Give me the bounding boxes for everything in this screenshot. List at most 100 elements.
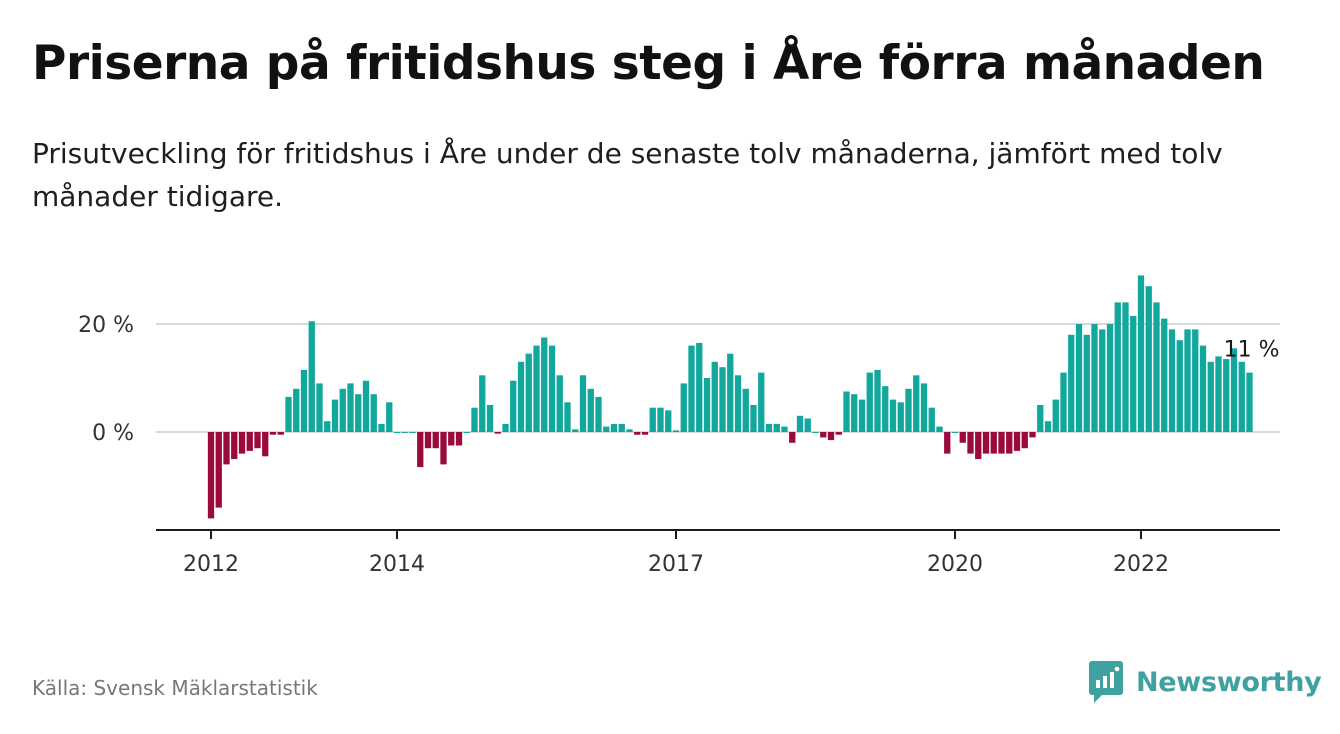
bar (641, 432, 649, 435)
brand-logo: Newsworthy (1088, 660, 1322, 704)
bar (610, 423, 618, 432)
bar (727, 353, 734, 432)
bar (231, 432, 238, 459)
bar (990, 432, 997, 454)
bar (1199, 345, 1207, 432)
bar (533, 345, 540, 432)
bar (1122, 302, 1129, 432)
bar (1246, 372, 1253, 432)
bar (882, 386, 889, 432)
bar-chart: 0 % 20 % 2012 2014 2017 2020 2022 11 % (78, 275, 1280, 577)
bar (494, 432, 501, 434)
bar (827, 432, 835, 441)
bar (1207, 361, 1214, 432)
bar (463, 432, 470, 433)
bar (548, 345, 556, 432)
bar (936, 426, 943, 432)
bar (510, 380, 517, 432)
bar (262, 432, 269, 457)
bar (998, 432, 1005, 454)
bar (339, 388, 346, 432)
bar (1238, 361, 1245, 432)
bar (579, 375, 587, 432)
bar (1230, 348, 1238, 432)
bar (711, 361, 718, 432)
bar (355, 394, 362, 432)
bar (750, 405, 757, 432)
y-tick-label: 20 % (78, 313, 134, 338)
bar (277, 432, 284, 435)
x-axis (156, 529, 1280, 539)
bar (1106, 324, 1114, 432)
bar (471, 407, 478, 432)
bar (347, 383, 354, 432)
bar (1013, 432, 1021, 451)
x-tick-label: 2014 (369, 552, 425, 577)
bar (634, 432, 641, 435)
bar (1083, 334, 1090, 432)
bar (486, 405, 494, 432)
bar (680, 383, 687, 432)
bar (215, 432, 222, 508)
bar (1223, 359, 1230, 432)
bar (479, 375, 486, 432)
bar (858, 399, 866, 432)
bar (541, 337, 548, 432)
bar (696, 342, 703, 432)
bar (572, 429, 579, 432)
bar (951, 432, 959, 433)
axis-labels: 0 % 20 % 2012 2014 2017 2020 2022 11 % (78, 313, 1279, 577)
bar (1075, 324, 1083, 432)
bar (804, 418, 811, 432)
bar (796, 415, 804, 432)
bar (455, 432, 463, 446)
bar (1091, 324, 1098, 432)
newsworthy-logo-icon (1089, 661, 1123, 703)
bar (1130, 315, 1137, 432)
bar (913, 375, 920, 432)
bar (889, 399, 897, 432)
bar (362, 380, 370, 432)
bar (386, 402, 393, 432)
chart-subtitle: Prisutveckling för fritidshus i Åre unde… (32, 137, 1223, 213)
bar (781, 426, 788, 432)
bar (595, 396, 602, 432)
bar (300, 369, 308, 432)
bar (944, 432, 951, 454)
bar (1052, 399, 1059, 432)
bar (789, 432, 796, 443)
bar (293, 388, 300, 432)
bar (959, 432, 966, 443)
bar (564, 402, 571, 432)
bar (967, 432, 974, 454)
bar (688, 345, 695, 432)
bar (1060, 372, 1067, 432)
bar (665, 410, 672, 432)
bar (424, 432, 432, 449)
bar (874, 369, 881, 432)
bar (525, 353, 532, 432)
bar (1114, 302, 1121, 432)
bar (649, 407, 656, 432)
bar (905, 388, 912, 432)
bar (975, 432, 982, 459)
bar (223, 432, 230, 465)
bar (587, 388, 594, 432)
bar (269, 432, 277, 435)
bar (897, 402, 904, 432)
bar (812, 432, 819, 433)
bar (1068, 334, 1075, 432)
bar (765, 423, 773, 432)
bar (1021, 432, 1028, 449)
bar (773, 423, 780, 432)
bar (1161, 318, 1168, 432)
bar (1037, 405, 1044, 432)
bar (742, 388, 749, 432)
bar (409, 432, 416, 433)
bar (556, 375, 563, 432)
bar (308, 321, 315, 432)
bar (734, 375, 742, 432)
bar (238, 432, 246, 454)
bar (1029, 432, 1036, 438)
bar (672, 430, 680, 432)
